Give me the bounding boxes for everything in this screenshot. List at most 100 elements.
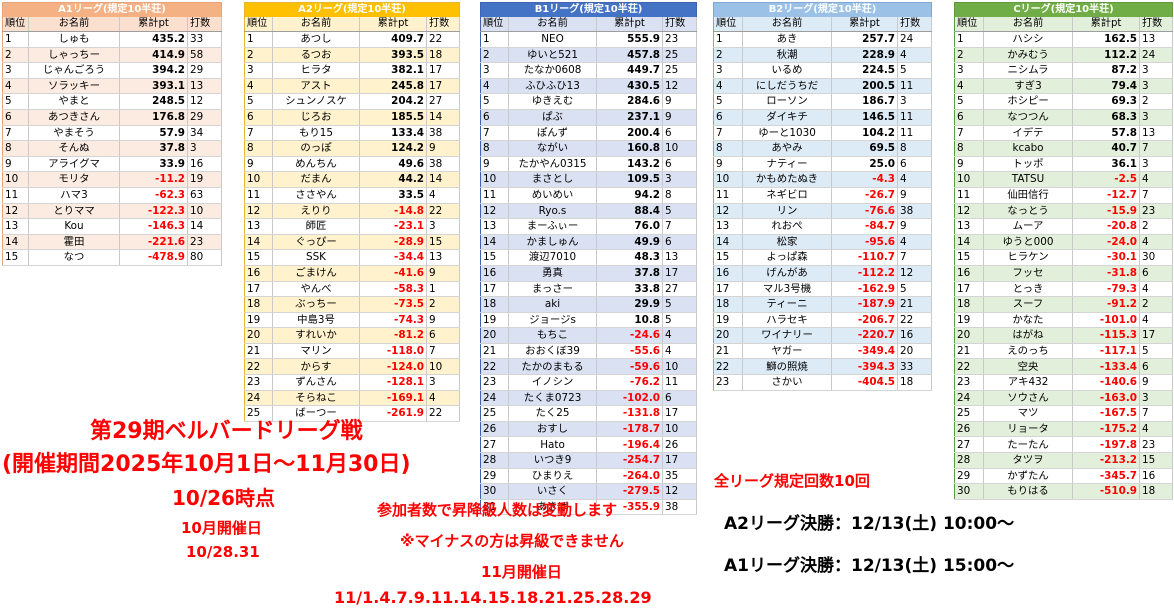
column-header-name: お名前 xyxy=(28,16,120,32)
points-cell: -95.6 xyxy=(831,234,898,251)
rank-cell: 9 xyxy=(713,156,743,173)
points-cell: -4.3 xyxy=(831,171,898,188)
count-cell: 15 xyxy=(1139,452,1174,469)
rank-cell: 15 xyxy=(2,249,29,266)
rank-cell: 1 xyxy=(713,31,743,48)
points-cell: -349.4 xyxy=(831,343,898,360)
table-row: 18 aki 29.9 5 xyxy=(480,296,698,313)
count-cell: 27 xyxy=(426,93,461,110)
points-cell: -162.9 xyxy=(831,281,898,298)
table-row: 30 いさく -279.5 12 xyxy=(480,483,698,500)
count-cell: 16 xyxy=(897,327,933,344)
points-cell: -79.3 xyxy=(1072,281,1140,298)
table-row: 16 ごまけん -41.6 9 xyxy=(244,265,461,282)
name-cell: めんちん xyxy=(272,156,360,173)
table-row: 29 ひまりえ -264.0 35 xyxy=(480,468,698,485)
points-cell: 69.3 xyxy=(1072,93,1140,110)
name-cell: マリン xyxy=(272,343,360,360)
count-cell: 4 xyxy=(1139,312,1174,329)
rank-cell: 1 xyxy=(480,31,509,48)
points-cell: 457.8 xyxy=(596,47,663,64)
table-row: 22 鰤の照焼 -394.3 33 xyxy=(713,358,933,376)
rank-cell: 14 xyxy=(244,234,273,251)
points-cell: 394.2 xyxy=(119,62,188,79)
name-cell: たかのまもる xyxy=(508,358,597,376)
table-row: 3 ニシムラ 87.2 3 xyxy=(954,62,1174,79)
name-cell: じゃんごろう xyxy=(28,62,120,79)
table-row: 9 アライグマ 33.9 16 xyxy=(2,156,223,173)
count-cell: 38 xyxy=(662,499,698,516)
rank-cell: 6 xyxy=(480,109,509,126)
points-cell: -30.1 xyxy=(1072,249,1140,266)
name-cell: ごまけん xyxy=(272,265,360,282)
rank-cell: 23 xyxy=(244,374,273,391)
table-row: 10 モリタ -11.2 19 xyxy=(2,171,223,188)
points-cell: -355.9 xyxy=(596,499,663,516)
name-cell: ナティー xyxy=(742,156,832,173)
table-row: 17 とっき -79.3 4 xyxy=(954,281,1174,298)
rank-cell: 16 xyxy=(954,265,984,282)
points-cell: 228.9 xyxy=(831,47,898,64)
count-cell: 3 xyxy=(1139,109,1174,126)
table-row: 11 ささやん 33.5 4 xyxy=(244,187,461,204)
name-cell: ハマ3 xyxy=(28,187,120,204)
table-row: 22 空央 -133.4 6 xyxy=(954,358,1174,376)
points-cell: 409.7 xyxy=(359,31,427,48)
rank-cell: 21 xyxy=(244,343,273,360)
name-cell: ぶっちー xyxy=(272,296,360,313)
rank-cell: 9 xyxy=(480,156,509,173)
count-cell: 6 xyxy=(662,390,698,407)
rank-cell: 14 xyxy=(2,234,29,251)
count-cell: 12 xyxy=(897,265,933,282)
name-cell: シュンノスケ xyxy=(272,93,360,110)
table-row: 17 マル3号機 -162.9 5 xyxy=(713,281,933,298)
count-cell: 6 xyxy=(426,327,461,344)
rank-cell: 25 xyxy=(480,405,509,422)
name-cell: よっぱ森 xyxy=(742,249,832,266)
table-row: 25 ばーつー -261.9 22 xyxy=(244,405,461,422)
points-cell: 204.2 xyxy=(359,93,427,110)
column-header-name: お名前 xyxy=(983,16,1073,32)
count-cell: 12 xyxy=(187,93,223,110)
points-cell: -213.2 xyxy=(1072,452,1140,469)
rank-cell: 22 xyxy=(713,358,743,376)
count-cell: 10 xyxy=(662,140,698,157)
points-cell: 40.7 xyxy=(1072,140,1140,157)
count-cell: 22 xyxy=(426,405,461,422)
column-header-rank: 順位 xyxy=(2,16,29,32)
count-cell: 25 xyxy=(662,62,698,79)
name-cell: TATSU xyxy=(983,171,1073,188)
count-cell: 5 xyxy=(662,203,698,220)
name-cell: 松家 xyxy=(742,234,832,251)
rank-cell: 17 xyxy=(954,281,984,298)
rank-cell: 15 xyxy=(713,249,743,266)
points-cell: 44.2 xyxy=(359,171,427,188)
points-cell: -24.0 xyxy=(1072,234,1140,251)
league-table-b1: B1リーグ(規定10半荘) 順位 お名前 累計pt 打数 1 NEO 555.9 23 2 ゆいと5… xyxy=(480,2,698,516)
points-cell: 109.5 xyxy=(596,171,663,188)
count-cell: 11 xyxy=(897,109,933,126)
table-row: 21 おおくぼ39 -55.6 4 xyxy=(480,343,698,360)
column-header-points: 累計pt xyxy=(831,16,898,32)
points-cell: 48.3 xyxy=(596,249,663,266)
table-row: 12 えりり -14.8 22 xyxy=(244,203,461,220)
league-table-b2: B2リーグ(規定10半荘) 順位 お名前 累計pt 打数 1 あき 257.7 24 2 秋潮 228… xyxy=(713,2,933,391)
points-cell: -124.0 xyxy=(359,358,427,376)
count-cell: 3 xyxy=(426,218,461,235)
points-cell: -14.8 xyxy=(359,203,427,220)
count-cell: 17 xyxy=(426,78,461,95)
points-cell: 186.7 xyxy=(831,93,898,110)
name-cell: すれいか xyxy=(272,327,360,344)
count-cell: 18 xyxy=(897,374,933,391)
table-row: 13 Kou -146.3 14 xyxy=(2,218,223,235)
table-row: 20 すれいか -81.2 6 xyxy=(244,327,461,344)
name-cell: まさとし xyxy=(508,171,597,188)
name-cell: ニシムラ xyxy=(983,62,1073,79)
count-cell: 38 xyxy=(426,125,461,142)
name-cell: リン xyxy=(742,203,832,220)
rank-cell: 29 xyxy=(480,468,509,485)
table-row: 19 中島3号 -74.3 9 xyxy=(244,312,461,329)
count-cell: 6 xyxy=(1139,265,1174,282)
name-cell: NEO xyxy=(508,31,597,48)
league-title: B2リーグ(規定10半荘) xyxy=(713,2,932,17)
